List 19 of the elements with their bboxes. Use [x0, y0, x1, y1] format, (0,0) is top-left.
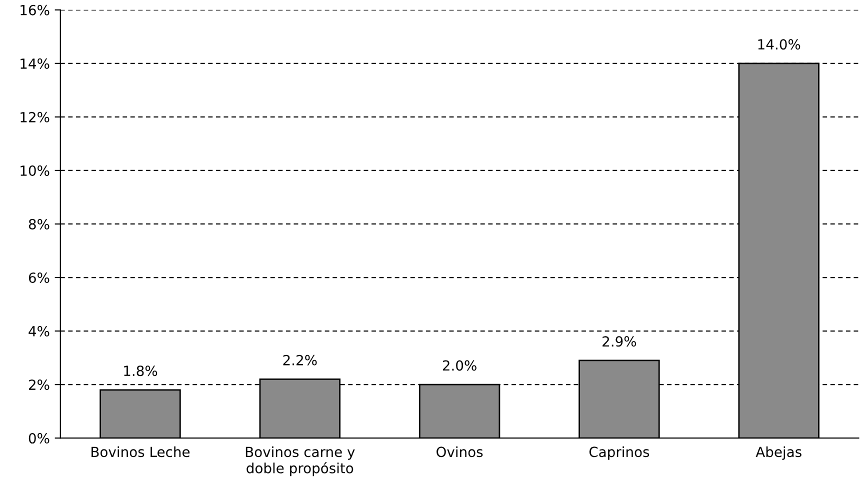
y-tick-label: 8%	[28, 218, 50, 230]
x-tick-label: Bovinos Leche	[92, 446, 190, 458]
y-tick-label: 2%	[28, 380, 50, 390]
x-tick-label: Abejas	[756, 446, 802, 460]
y-tick-label: 4%	[28, 326, 50, 337]
y-tick-label: 0%	[28, 433, 50, 444]
x-tick-label: Bovinos carne y doble propósito	[246, 446, 355, 476]
data-label: 14.0%	[758, 39, 800, 50]
data-label: 2.0%	[442, 360, 476, 371]
y-tick-label: 12%	[20, 112, 50, 122]
data-label: 2.2%	[283, 354, 317, 366]
y-tick-label: 16%	[20, 4, 50, 16]
x-tick-label: Ovinos	[436, 446, 483, 458]
data-label: 1.8%	[124, 366, 158, 376]
data-label: 2.9%	[602, 336, 636, 347]
y-tick-label: 10%	[20, 165, 50, 176]
y-tick-label: 14%	[20, 58, 50, 69]
x-tick-label: Caprinos	[589, 446, 650, 460]
y-tick-label: 6%	[28, 272, 50, 283]
